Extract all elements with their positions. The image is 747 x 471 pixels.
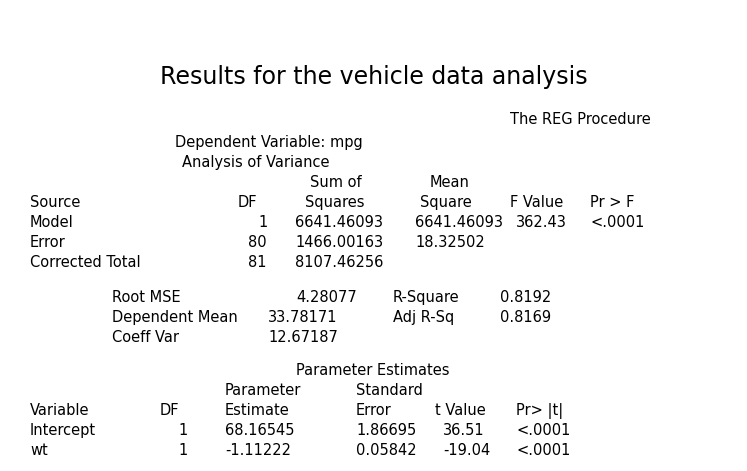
Text: 0.8169: 0.8169 — [500, 310, 551, 325]
Text: 1: 1 — [178, 443, 187, 458]
Text: R-Square: R-Square — [393, 290, 459, 305]
Text: 1466.00163: 1466.00163 — [295, 235, 383, 250]
Text: Coeff Var: Coeff Var — [112, 330, 179, 345]
Text: Parameter: Parameter — [225, 383, 301, 398]
Text: 0.05842: 0.05842 — [356, 443, 417, 458]
Text: 8107.46256: 8107.46256 — [295, 255, 383, 270]
Text: 33.78171: 33.78171 — [268, 310, 338, 325]
Text: 18.32502: 18.32502 — [415, 235, 485, 250]
Text: Squares: Squares — [305, 195, 365, 210]
Text: Analysis of Variance: Analysis of Variance — [182, 155, 329, 170]
Text: 362.43: 362.43 — [516, 215, 567, 230]
Text: 4.28077: 4.28077 — [296, 290, 357, 305]
Text: wt: wt — [30, 443, 48, 458]
Text: Error: Error — [356, 403, 391, 418]
Text: Source: Source — [30, 195, 81, 210]
Text: 12.67187: 12.67187 — [268, 330, 338, 345]
Text: Variable: Variable — [30, 403, 90, 418]
Text: -1.11222: -1.11222 — [225, 443, 291, 458]
Text: <.0001: <.0001 — [516, 423, 571, 438]
Text: 1: 1 — [258, 215, 267, 230]
Text: Parameter Estimates: Parameter Estimates — [296, 363, 450, 378]
Text: Dependent Variable: mpg: Dependent Variable: mpg — [175, 135, 363, 150]
Text: Corrected Total: Corrected Total — [30, 255, 140, 270]
Text: Standard: Standard — [356, 383, 423, 398]
Text: 1: 1 — [178, 423, 187, 438]
Text: Adj R-Sq: Adj R-Sq — [393, 310, 454, 325]
Text: 80: 80 — [248, 235, 267, 250]
Text: Estimate: Estimate — [225, 403, 290, 418]
Text: DF: DF — [238, 195, 258, 210]
Text: Error: Error — [30, 235, 66, 250]
Text: t Value: t Value — [435, 403, 486, 418]
Text: Pr > F: Pr > F — [590, 195, 634, 210]
Text: 6641.46093: 6641.46093 — [415, 215, 503, 230]
Text: 6641.46093: 6641.46093 — [295, 215, 383, 230]
Text: Model: Model — [30, 215, 74, 230]
Text: DF: DF — [160, 403, 179, 418]
Text: 68.16545: 68.16545 — [225, 423, 294, 438]
Text: Intercept: Intercept — [30, 423, 96, 438]
Text: The REG Procedure: The REG Procedure — [510, 112, 651, 127]
Text: Square: Square — [420, 195, 472, 210]
Text: Root MSE: Root MSE — [112, 290, 181, 305]
Text: Dependent Mean: Dependent Mean — [112, 310, 238, 325]
Text: Sum of: Sum of — [310, 175, 362, 190]
Text: <.0001: <.0001 — [516, 443, 571, 458]
Text: 1.86695: 1.86695 — [356, 423, 416, 438]
Text: Results for the vehicle data analysis: Results for the vehicle data analysis — [160, 65, 587, 89]
Text: Pr> |t|: Pr> |t| — [516, 403, 563, 419]
Text: 81: 81 — [248, 255, 267, 270]
Text: 0.8192: 0.8192 — [500, 290, 551, 305]
Text: 36.51: 36.51 — [443, 423, 485, 438]
Text: Mean: Mean — [430, 175, 470, 190]
Text: -19.04: -19.04 — [443, 443, 490, 458]
Text: <.0001: <.0001 — [590, 215, 645, 230]
Text: F Value: F Value — [510, 195, 563, 210]
